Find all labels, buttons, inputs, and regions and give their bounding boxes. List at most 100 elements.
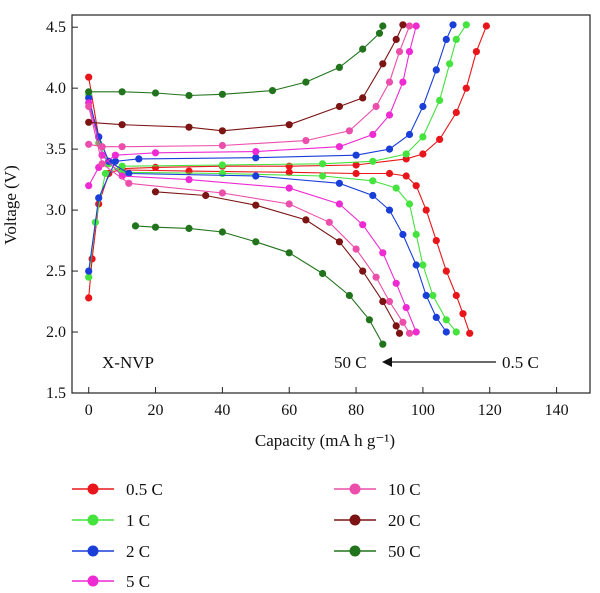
discharge-point	[402, 172, 410, 180]
x-tick-label: 100	[411, 402, 435, 419]
y-tick-label: 4.5	[46, 19, 66, 36]
x-axis-title: Capacity (mA h g⁻¹)	[255, 431, 395, 450]
charge-point	[405, 48, 414, 56]
discharge-point	[385, 206, 394, 214]
charge-point	[352, 151, 360, 159]
charge-point	[369, 130, 377, 139]
charge-point	[85, 273, 93, 281]
charge-point	[379, 60, 387, 68]
charge-point	[359, 94, 367, 102]
charge-point	[111, 151, 119, 159]
x-tick-label: 40	[214, 402, 230, 419]
discharge-point	[442, 316, 450, 324]
discharge-point	[319, 172, 327, 180]
charge-point	[252, 148, 260, 156]
discharge-point	[452, 328, 460, 336]
discharge-point	[185, 224, 193, 232]
discharge-point	[125, 179, 133, 187]
discharge-point	[412, 230, 420, 239]
discharge-curve	[88, 106, 410, 334]
legend-item: 5 C	[72, 572, 150, 591]
discharge-point	[402, 304, 410, 312]
charge-point	[302, 137, 310, 145]
charge-point	[452, 35, 460, 44]
series-20-C	[85, 21, 407, 337]
discharge-point	[412, 328, 420, 336]
discharge-point	[151, 188, 160, 196]
sample-label: X-NVP	[102, 353, 154, 372]
charge-point	[335, 143, 343, 151]
discharge-point	[452, 291, 460, 300]
legend-label: 0.5 C	[126, 480, 163, 499]
x-tick-label: 0	[85, 402, 93, 419]
charge-point	[135, 155, 143, 163]
discharge-point	[369, 177, 377, 185]
discharge-curve	[135, 225, 384, 345]
discharge-point	[325, 218, 333, 226]
charge-point	[335, 102, 343, 111]
discharge-point	[352, 169, 360, 178]
legend-marker	[87, 483, 99, 495]
discharge-point	[319, 269, 327, 278]
charge-point	[85, 140, 93, 148]
y-tick-label: 4.0	[46, 80, 66, 97]
charge-point	[118, 143, 126, 151]
charge-point	[442, 35, 450, 44]
discharge-point	[379, 297, 387, 306]
discharge-point	[432, 313, 440, 321]
charge-point	[452, 108, 460, 117]
discharge-point	[359, 267, 367, 275]
charge-point	[85, 294, 93, 302]
discharge-point	[359, 221, 367, 229]
axes-group: 0 20 40 60 80 100 120 140 1.5 2.0 2.5 3.0 3.5 4.0 4.5	[46, 19, 569, 419]
charge-point	[375, 29, 384, 37]
rate-arrow	[382, 357, 496, 367]
x-tick-label: 20	[148, 402, 164, 419]
discharge-point	[98, 160, 106, 168]
charge-point	[412, 22, 420, 30]
series-10-C	[85, 22, 414, 337]
series-2-C	[85, 21, 457, 336]
charge-point	[111, 157, 119, 165]
charge-point	[118, 121, 126, 129]
discharge-point	[302, 216, 310, 224]
charge-point	[345, 127, 353, 135]
legend-marker	[87, 514, 99, 526]
discharge-point	[392, 322, 400, 330]
charge-point	[385, 111, 394, 119]
legend-marker	[349, 483, 361, 495]
x-tick-label: 120	[478, 402, 502, 419]
charge-point	[405, 130, 414, 139]
charge-curve	[88, 25, 384, 97]
discharge-point	[125, 169, 133, 178]
charge-point	[449, 21, 457, 29]
charge-curve	[88, 24, 467, 278]
legend-item: 0.5 C	[72, 480, 163, 499]
legend-label: 20 C	[388, 511, 421, 530]
legend-label: 10 C	[388, 480, 421, 499]
discharge-point	[369, 191, 377, 200]
legend-label: 2 C	[126, 542, 150, 561]
discharge-point	[379, 249, 387, 257]
discharge-point	[285, 249, 293, 257]
discharge-point	[285, 200, 293, 208]
discharge-point	[379, 340, 387, 348]
discharge-point	[412, 261, 420, 269]
discharge-point	[419, 261, 427, 269]
legend-label: 1 C	[126, 511, 150, 530]
charge-point	[101, 169, 109, 178]
charge-point	[419, 150, 427, 158]
charge-point	[85, 267, 93, 275]
discharge-point	[365, 316, 373, 324]
charge-curve	[88, 25, 487, 298]
charge-point	[268, 87, 277, 95]
charge-point	[85, 118, 93, 126]
y-tick-label: 2.0	[46, 324, 66, 341]
discharge-point	[392, 184, 400, 192]
charge-curve	[88, 25, 411, 148]
discharge-point	[202, 191, 210, 200]
discharge-point	[185, 176, 193, 184]
charge-point	[302, 78, 310, 86]
y-tick-label: 1.5	[46, 385, 66, 402]
